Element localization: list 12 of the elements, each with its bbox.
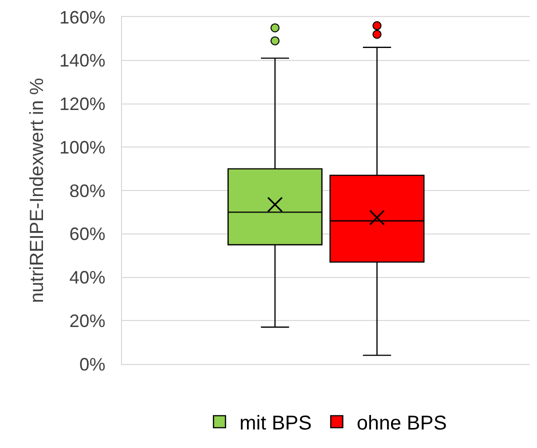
legend-label: ohne BPS — [356, 412, 447, 434]
y-tick-label: 100% — [59, 137, 106, 158]
y-tick-label: 160% — [59, 7, 106, 28]
y-tick-label: 120% — [59, 94, 106, 114]
y-tick-label: 60% — [69, 224, 106, 244]
y-tick-label: 40% — [69, 268, 106, 288]
y-tick-label: 80% — [69, 180, 106, 201]
y-tick-label: 20% — [69, 310, 106, 331]
legend-label: mit BPS — [240, 412, 312, 434]
y-tick-label: 140% — [59, 50, 106, 71]
y-tick-label: 0% — [79, 354, 106, 374]
y-axis-title: nutriREIPE-Indexwert in % — [27, 78, 48, 303]
